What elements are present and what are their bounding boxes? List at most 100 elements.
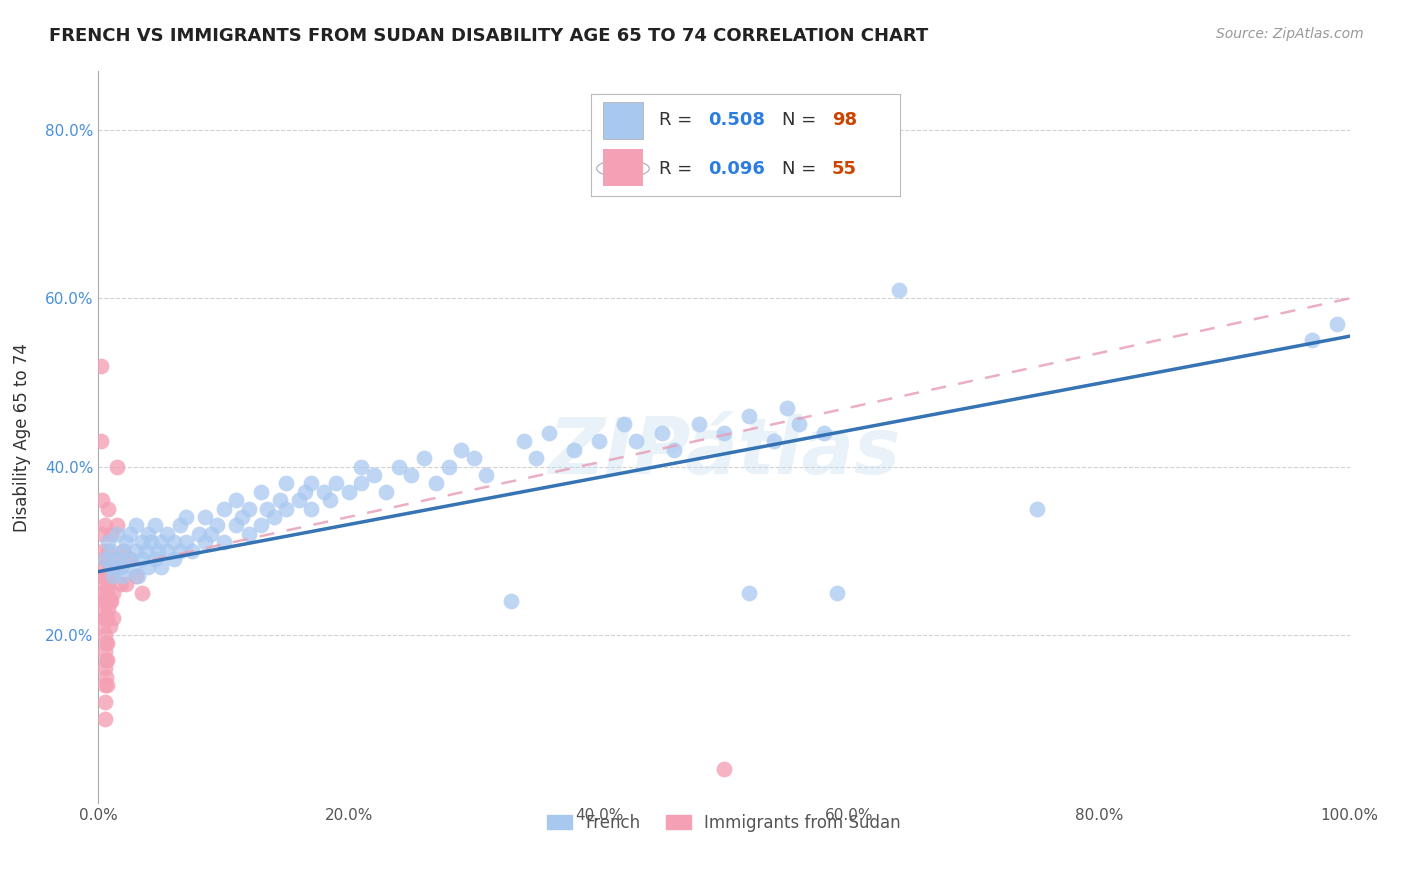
- Point: [626, 434, 648, 449]
- Point: [112, 543, 135, 558]
- Point: [225, 493, 247, 508]
- Point: [401, 467, 423, 482]
- Point: [93, 619, 115, 633]
- Point: [501, 594, 523, 608]
- Point: [139, 535, 162, 549]
- Point: [118, 552, 141, 566]
- Point: [363, 467, 385, 482]
- Point: [174, 535, 197, 549]
- Text: R =: R =: [658, 160, 697, 178]
- Point: [169, 518, 191, 533]
- Point: [174, 510, 197, 524]
- Point: [1326, 317, 1348, 331]
- FancyBboxPatch shape: [603, 102, 643, 139]
- Point: [100, 569, 122, 583]
- Point: [93, 627, 115, 641]
- Point: [475, 467, 498, 482]
- Point: [93, 594, 115, 608]
- Point: [138, 526, 160, 541]
- Point: [187, 526, 209, 541]
- Point: [713, 425, 735, 440]
- Point: [889, 283, 911, 297]
- Point: [93, 552, 115, 566]
- Point: [250, 518, 273, 533]
- Point: [143, 552, 166, 566]
- Point: [319, 493, 342, 508]
- Point: [325, 476, 347, 491]
- Point: [110, 577, 132, 591]
- Point: [93, 712, 115, 726]
- Point: [425, 476, 447, 491]
- Point: [537, 425, 560, 440]
- Point: [97, 535, 120, 549]
- Text: FRENCH VS IMMIGRANTS FROM SUDAN DISABILITY AGE 65 TO 74 CORRELATION CHART: FRENCH VS IMMIGRANTS FROM SUDAN DISABILI…: [49, 27, 928, 45]
- Point: [112, 543, 135, 558]
- Point: [94, 653, 117, 667]
- Point: [94, 670, 117, 684]
- Point: [463, 451, 485, 466]
- Text: 0.096: 0.096: [709, 160, 765, 178]
- Point: [103, 569, 125, 583]
- Text: 98: 98: [832, 112, 856, 129]
- Point: [412, 451, 434, 466]
- Point: [194, 510, 217, 524]
- Point: [93, 518, 115, 533]
- Y-axis label: Disability Age 65 to 74: Disability Age 65 to 74: [13, 343, 31, 532]
- FancyBboxPatch shape: [603, 149, 643, 186]
- Point: [122, 560, 145, 574]
- Point: [156, 543, 179, 558]
- Point: [148, 543, 170, 558]
- Point: [274, 501, 298, 516]
- Point: [169, 543, 191, 558]
- Point: [93, 661, 115, 675]
- Point: [98, 619, 121, 633]
- Point: [437, 459, 460, 474]
- Point: [135, 543, 157, 558]
- Point: [96, 611, 118, 625]
- Point: [713, 762, 735, 776]
- Point: [103, 585, 125, 599]
- Point: [90, 434, 112, 449]
- Point: [103, 611, 125, 625]
- Point: [181, 543, 204, 558]
- Point: [100, 594, 122, 608]
- Point: [125, 569, 148, 583]
- Text: 0.508: 0.508: [709, 112, 765, 129]
- Point: [91, 526, 114, 541]
- Point: [231, 510, 253, 524]
- Point: [388, 459, 411, 474]
- Point: [738, 585, 761, 599]
- Point: [96, 678, 118, 692]
- Point: [650, 425, 672, 440]
- Point: [90, 359, 112, 373]
- Point: [274, 476, 298, 491]
- Point: [162, 535, 184, 549]
- Circle shape: [596, 160, 650, 178]
- Point: [207, 518, 229, 533]
- Point: [93, 543, 115, 558]
- Point: [450, 442, 472, 457]
- Point: [98, 594, 121, 608]
- Point: [131, 585, 153, 599]
- Point: [825, 585, 848, 599]
- Point: [312, 484, 335, 499]
- Point: [105, 552, 128, 566]
- Point: [93, 611, 115, 625]
- Point: [131, 535, 153, 549]
- Point: [96, 653, 118, 667]
- Point: [91, 493, 114, 508]
- Point: [138, 560, 160, 574]
- Point: [100, 543, 122, 558]
- Point: [150, 535, 173, 549]
- Text: Source: ZipAtlas.com: Source: ZipAtlas.com: [1216, 27, 1364, 41]
- Point: [1026, 501, 1049, 516]
- Point: [1301, 334, 1323, 348]
- Point: [299, 501, 322, 516]
- Point: [299, 476, 322, 491]
- Point: [125, 518, 148, 533]
- Point: [115, 577, 138, 591]
- Point: [93, 644, 115, 658]
- Legend: French, Immigrants from Sudan: French, Immigrants from Sudan: [541, 807, 907, 838]
- Point: [787, 417, 810, 432]
- Point: [97, 543, 120, 558]
